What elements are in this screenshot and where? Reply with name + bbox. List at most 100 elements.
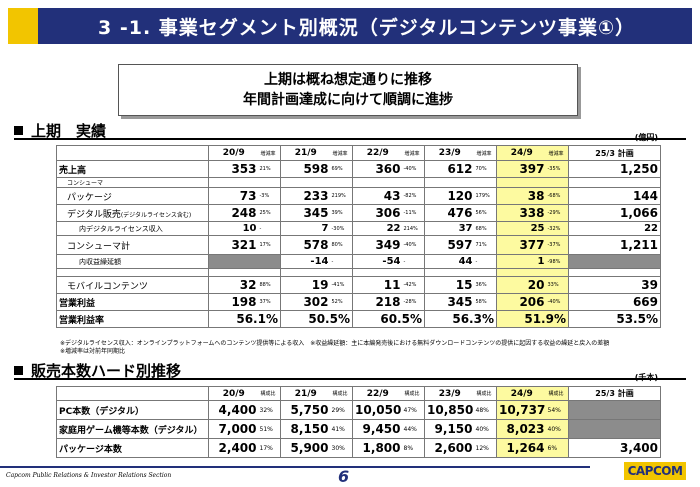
col-header-plan: 25/3 計画 — [568, 145, 661, 161]
value-cell: 397 — [496, 160, 547, 178]
empty-cell — [258, 268, 281, 277]
pct-cell: 71% — [474, 235, 497, 255]
pct-cell: -3% — [258, 187, 281, 205]
unit-label-units: (千本) — [634, 373, 658, 382]
section-heading-units-text: 販売本数ハード別推移 — [31, 362, 182, 380]
pct-cell: -28% — [402, 293, 425, 311]
pct-cell: 17% — [258, 235, 281, 255]
key-message-line-2: 年間計画達成に向けて順調に進捗 — [243, 92, 453, 108]
empty-cell — [330, 177, 353, 188]
col-subheader: 増減率 — [330, 145, 353, 161]
value-cell: 1,066 — [568, 204, 661, 222]
value-cell: 4,400 — [208, 400, 259, 420]
value-cell: 9,450 — [352, 419, 403, 439]
pct-cell: -32% — [546, 221, 569, 236]
header-blank — [56, 145, 209, 161]
na-cell — [568, 400, 661, 420]
pct-cell: 56% — [474, 204, 497, 222]
pct-cell: -40% — [402, 160, 425, 178]
section-heading-results-text: 上期 実績 — [31, 122, 107, 140]
row-label: コンシューマ計 — [56, 235, 209, 255]
table-row-mobile: モバイルコンテンツ 32 88% 19 -41% 11 -42% 15 36% … — [56, 276, 661, 294]
row-label: 営業利益 — [56, 293, 209, 311]
table-spacer-row — [56, 268, 661, 277]
pct-cell: 25% — [258, 204, 281, 222]
col-subheader: 増減率 — [474, 145, 497, 161]
capcom-logo: CAPCOM — [624, 462, 686, 480]
row-label: 売上高 — [56, 160, 209, 178]
col-subheader: 構成比 — [402, 386, 425, 401]
col-subheader: 増減率 — [546, 145, 569, 161]
pct-cell: 41% — [330, 419, 353, 439]
empty-cell — [258, 177, 281, 188]
value-cell: 345 — [424, 293, 475, 311]
col-header-current: 24/9 — [496, 386, 547, 401]
empty-cell — [402, 177, 425, 188]
pct-cell: 32% — [258, 400, 281, 420]
pct-cell: 36% — [474, 276, 497, 294]
col-subheader: 構成比 — [258, 386, 281, 401]
empty-cell — [402, 268, 425, 277]
na-cell — [568, 254, 661, 269]
margin-cell: 60.5% — [352, 310, 425, 328]
col-header: 22/9 — [352, 386, 403, 401]
pct-cell: 40% — [546, 419, 569, 439]
table-header-row: 20/9 構成比 21/9 構成比 22/9 構成比 23/9 構成比 24/9… — [56, 386, 661, 401]
empty-cell — [208, 177, 259, 188]
footer-rule — [0, 466, 590, 468]
pct-cell: 17% — [258, 438, 281, 458]
empty-cell — [496, 177, 547, 188]
empty-cell — [330, 268, 353, 277]
value-cell: 377 — [496, 235, 547, 255]
pct-cell: -30% — [330, 221, 353, 236]
empty-cell — [496, 268, 547, 277]
value-cell: 345 — [280, 204, 331, 222]
footer-text: Capcom Public Relations & Investor Relat… — [6, 472, 172, 479]
value-cell: 360 — [352, 160, 403, 178]
pct-cell: 51% — [258, 419, 281, 439]
pct-cell: -42% — [402, 276, 425, 294]
bullet-square-icon — [14, 126, 23, 135]
col-subheader: 構成比 — [546, 386, 569, 401]
empty-cell — [208, 268, 259, 277]
pct-cell: 88% — [258, 276, 281, 294]
value-cell: 233 — [280, 187, 331, 205]
empty-cell — [546, 177, 569, 188]
empty-cell — [546, 268, 569, 277]
value-cell: 598 — [280, 160, 331, 178]
title-bar: 3 -1. 事業セグメント別概況（デジタルコンテンツ事業①） — [8, 8, 692, 44]
pct-cell: 33% — [546, 276, 569, 294]
col-header-current: 24/9 — [496, 145, 547, 161]
pct-cell: 21% — [258, 160, 281, 178]
value-cell: 1,211 — [568, 235, 661, 255]
empty-cell — [424, 177, 475, 188]
margin-cell: 51.9% — [496, 310, 569, 328]
pct-cell: 40% — [474, 419, 497, 439]
empty-cell — [568, 177, 661, 188]
value-cell: 7 — [280, 221, 331, 236]
value-cell: 578 — [280, 235, 331, 255]
value-cell: 302 — [280, 293, 331, 311]
pct-cell: -35% — [546, 160, 569, 178]
col-header: 20/9 — [208, 386, 259, 401]
row-label: パッケージ — [56, 187, 209, 205]
value-cell: 120 — [424, 187, 475, 205]
value-cell: 2,400 — [208, 438, 259, 458]
pct-cell: 44% — [402, 419, 425, 439]
col-header: 21/9 — [280, 386, 331, 401]
pct-cell: - — [330, 254, 353, 269]
empty-cell — [352, 268, 403, 277]
pct-cell: -41% — [330, 276, 353, 294]
value-cell: 2,600 — [424, 438, 475, 458]
value-cell: 7,000 — [208, 419, 259, 439]
pct-cell: 30% — [330, 438, 353, 458]
value-cell: 349 — [352, 235, 403, 255]
value-cell: 37 — [424, 221, 475, 236]
pct-cell: 48% — [474, 400, 497, 420]
title-accent — [8, 8, 38, 44]
pct-cell: 39% — [330, 204, 353, 222]
pct-cell: 12% — [474, 438, 497, 458]
footnotes: ※デジタルライセンス収入：オンラインプラットフォームへのコンテンツ提供等による収… — [60, 340, 609, 356]
pct-cell: -40% — [546, 293, 569, 311]
value-cell: 20 — [496, 276, 547, 294]
